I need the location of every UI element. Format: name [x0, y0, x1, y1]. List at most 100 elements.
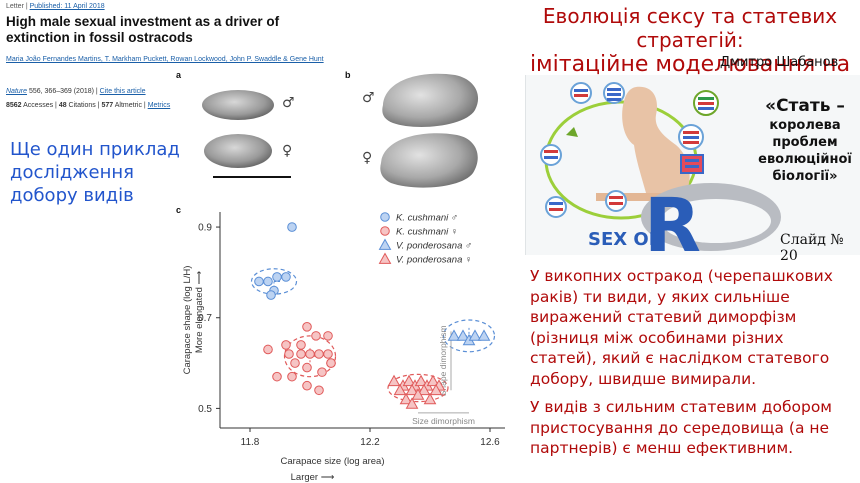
deck-title-line1: Еволюція сексу та статевих стратегій: [542, 4, 838, 52]
x-tick-label: 12.2 [360, 437, 380, 448]
logo-text-small: SEX ON [588, 229, 664, 250]
right-text-paragraph-1: У викопних остракод (черепашкових раків)… [530, 267, 833, 388]
male-symbol-a: ♂ [282, 95, 295, 111]
fossil-male-b [382, 73, 479, 127]
paper-authors[interactable]: Maria João Fernandes Martins, T. Markham… [6, 56, 324, 63]
data-point-series-1 [314, 349, 324, 359]
size-dimorphism-label: Size dimorphism [412, 416, 475, 426]
book-quote-line2: королева проблем еволюційної біології» [758, 118, 852, 184]
data-point-series-1 [296, 349, 306, 359]
legend-label-0: K. cushmani ♂ [396, 213, 458, 224]
cell-icon-3 [540, 144, 562, 166]
cite-link[interactable]: Cite this article [99, 88, 146, 95]
legend-marker-2 [378, 238, 392, 250]
data-point-series-3 [405, 397, 419, 409]
y-tick-label: 0.7 [198, 313, 212, 324]
data-point-series-3 [417, 383, 431, 396]
data-point-series-0 [272, 272, 282, 282]
accesses-label: Accesses | [21, 102, 59, 109]
data-point-series-1 [305, 349, 315, 359]
data-point-series-3 [414, 374, 428, 387]
book-quote-line1: «Стать – [765, 96, 845, 116]
metrics-line: 8562 Accesses | 48 Citations | 577 Altme… [6, 102, 170, 109]
data-point-series-3 [399, 392, 413, 405]
data-point-series-1 [302, 322, 312, 332]
data-point-series-1 [323, 331, 333, 341]
data-point-series-3 [423, 392, 437, 405]
deck-author: Дмитро Шабанов [720, 55, 839, 70]
data-point-series-1 [290, 358, 300, 368]
legend-marker-0 [380, 212, 390, 222]
cell-icon-4 [693, 90, 719, 116]
confidence-ellipse [387, 373, 449, 403]
data-point-series-1 [263, 344, 273, 355]
data-point-series-1 [317, 367, 327, 377]
accesses-count: 8562 [6, 102, 22, 109]
altmetric-label: Altmetric | [113, 102, 148, 109]
data-point-series-1 [323, 349, 333, 359]
legend-marker-3 [378, 252, 392, 264]
right-text-paragraph-2: У видів з сильним статевим добором прист… [530, 398, 833, 457]
data-point-series-1 [314, 385, 324, 396]
data-point-series-1 [296, 340, 306, 350]
slide-number: Слайд № 20 [780, 232, 844, 264]
cell-icon-1 [570, 82, 592, 104]
metrics-link[interactable]: Metrics [147, 102, 171, 109]
data-point-series-3 [429, 383, 443, 396]
data-point-series-3 [393, 383, 407, 396]
data-point-series-3 [426, 374, 440, 387]
panel-label-a: a [176, 70, 182, 80]
cell-icon-5 [678, 124, 704, 150]
legend-label-3: V. ponderosana ♀ [396, 255, 472, 266]
cell-icon-7 [605, 190, 627, 212]
data-point-series-3 [405, 383, 419, 396]
journal-link[interactable]: Nature [6, 88, 28, 95]
panel-label-c: c [176, 205, 182, 215]
data-point-series-1 [302, 362, 312, 373]
confidence-ellipse [442, 319, 496, 353]
citations-label: Citations | [66, 102, 102, 109]
legend-marker-1 [380, 226, 390, 236]
cell-icon-8 [545, 196, 567, 218]
altmetric-count: 577 [101, 102, 114, 109]
paper-header: Letter | Published: 11 April 2018 High m… [0, 0, 342, 116]
fossil-male-a [202, 90, 274, 120]
cover-art: SEX ON R [540, 82, 781, 269]
scatter-chart: 11.8 12.2 12.6 0.9 0.7 0.5 Carapace size (log … [182, 212, 505, 483]
data-point-series-2 [477, 329, 491, 341]
data-point-series-1 [302, 380, 312, 391]
right-text: У викопних остракод (черепашкових раків)… [530, 266, 855, 467]
data-point-series-2 [456, 329, 470, 341]
x-axis-label-2: Larger ⟶ [291, 472, 335, 483]
y-tick-label: 0.9 [198, 223, 212, 234]
paper-meta: Letter | Published: 11 April 2018 [6, 3, 105, 10]
panel-label-b: b [345, 70, 351, 80]
legend-label-2: V. ponderosana ♂ [396, 241, 472, 252]
data-point-series-1 [287, 371, 297, 382]
data-point-series-1 [311, 331, 321, 341]
data-point-series-3 [402, 374, 416, 387]
legend-label-1: K. cushmani ♀ [396, 227, 458, 238]
book-cover-illustration: SEX ON R [525, 75, 860, 269]
data-point-series-2 [447, 329, 461, 341]
female-symbol-a: ♀ [282, 143, 293, 159]
logo-text-big: R [644, 183, 701, 255]
y-axis-label: Carapace shape (log L/H) [182, 266, 193, 375]
left-note: Ще один приклад дослідження добору видів [10, 139, 180, 206]
data-point-series-0 [263, 276, 273, 287]
data-point-series-2 [468, 329, 482, 341]
book-quote: «Стать – королева проблем еволюційної бі… [750, 95, 860, 185]
data-point-series-0 [254, 276, 264, 287]
cell-icon-2 [603, 82, 625, 104]
fossil-female-a [204, 134, 272, 168]
scale-bar [213, 176, 291, 178]
data-point-series-3 [387, 374, 401, 387]
male-symbol-b: ♂ [362, 90, 375, 106]
x-axis-label: Carapace size (log area) [280, 456, 384, 467]
female-symbol-b: ♀ [362, 150, 373, 166]
y-tick-label: 0.5 [198, 404, 212, 415]
published-date-link[interactable]: Published: 11 April 2018 [29, 3, 105, 10]
journal-volume: 556, 366–369 (2018) | [27, 88, 100, 95]
fossil-female-b [380, 133, 478, 188]
y-axis-label-2: More elongated ⟶ [194, 270, 205, 353]
